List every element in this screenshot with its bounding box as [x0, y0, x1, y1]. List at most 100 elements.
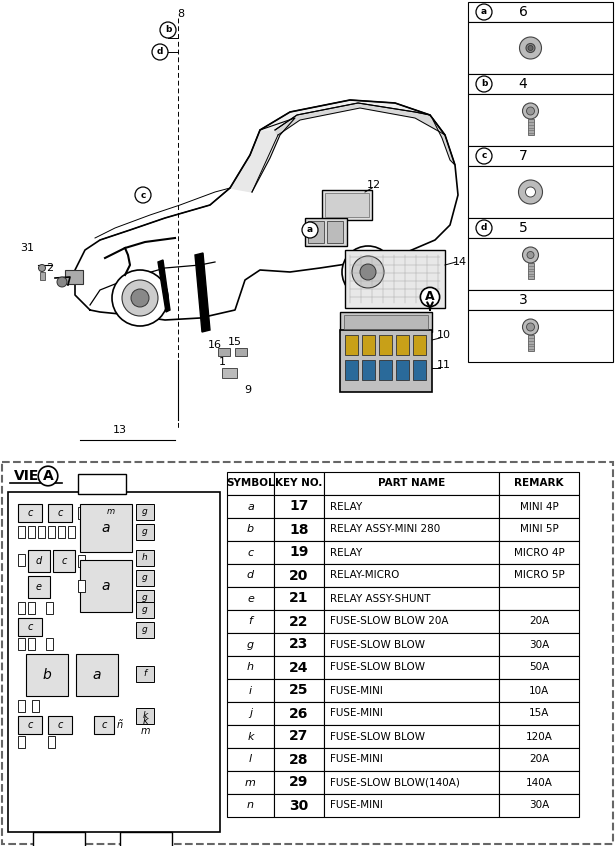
Text: 18: 18 [289, 523, 309, 536]
Bar [274, 771, 324, 794]
Text: g: g [142, 606, 148, 614]
Text: 20A: 20A [529, 617, 549, 627]
Bar [48, 504, 72, 522]
Text: d: d [481, 223, 487, 233]
Bar [324, 495, 499, 518]
Bar [94, 716, 114, 734]
Bar [18, 504, 42, 522]
Text: b: b [165, 25, 171, 35]
Bar [136, 504, 154, 520]
Circle shape [302, 222, 318, 238]
Circle shape [520, 37, 541, 59]
Text: c: c [27, 720, 33, 730]
Bar [136, 570, 154, 586]
Bar [235, 348, 247, 356]
Bar [28, 602, 35, 614]
Text: 30: 30 [290, 799, 309, 812]
Text: FUSE-SLOW BLOW: FUSE-SLOW BLOW [330, 732, 425, 741]
Bar [218, 348, 230, 356]
Bar [80, 560, 132, 612]
Circle shape [523, 319, 539, 335]
Text: 2: 2 [47, 263, 54, 273]
Bar [222, 368, 237, 378]
Bar [340, 330, 432, 392]
Text: 19: 19 [289, 546, 309, 559]
Text: 50A: 50A [529, 662, 549, 673]
Text: 10A: 10A [529, 685, 549, 695]
Text: FUSE-SLOW BLOW(140A): FUSE-SLOW BLOW(140A) [330, 777, 460, 788]
Text: a: a [247, 502, 254, 512]
Text: b: b [42, 668, 52, 682]
Bar [274, 633, 324, 656]
Text: SYMBOL: SYMBOL [226, 479, 275, 488]
Text: FUSE-SLOW BLOW: FUSE-SLOW BLOW [330, 662, 425, 673]
Bar [98, 507, 105, 519]
Bar [324, 656, 499, 679]
Bar [136, 590, 154, 606]
Bar [227, 587, 274, 610]
Bar [324, 610, 499, 633]
Bar [274, 725, 324, 748]
Text: c: c [27, 622, 33, 632]
Text: FUSE-MINI: FUSE-MINI [330, 755, 383, 765]
Bar [324, 748, 499, 771]
Bar [227, 702, 274, 725]
Circle shape [342, 246, 394, 298]
Text: b: b [481, 80, 487, 89]
Bar [78, 580, 85, 592]
Bar [227, 679, 274, 702]
Text: k: k [142, 716, 148, 726]
Bar [325, 193, 369, 217]
Bar [322, 190, 372, 220]
Bar [227, 495, 274, 518]
Text: m: m [245, 777, 256, 788]
Text: c: c [57, 720, 63, 730]
Bar [468, 74, 613, 94]
Text: k: k [247, 732, 254, 741]
Bar [46, 638, 53, 650]
Text: VIEW: VIEW [14, 469, 55, 483]
Bar [136, 708, 154, 724]
Bar [78, 555, 85, 567]
Circle shape [360, 264, 376, 280]
Bar [413, 335, 426, 355]
Text: c: c [62, 556, 66, 566]
Bar [227, 610, 274, 633]
Circle shape [476, 148, 492, 164]
Bar [76, 654, 118, 696]
Bar [136, 524, 154, 540]
Text: a: a [481, 8, 487, 17]
Text: g: g [142, 528, 148, 536]
Bar [274, 564, 324, 587]
Text: PART NAME: PART NAME [378, 479, 445, 488]
Text: REMARK: REMARK [514, 479, 564, 488]
Bar [499, 587, 579, 610]
Circle shape [526, 323, 534, 331]
Text: 11: 11 [437, 360, 451, 370]
Bar [396, 335, 409, 355]
Circle shape [526, 43, 535, 52]
Bar [227, 541, 274, 564]
Text: 120A: 120A [526, 732, 552, 741]
Bar [38, 526, 45, 538]
Bar [48, 736, 55, 748]
Bar [324, 564, 499, 587]
Circle shape [131, 289, 149, 307]
Text: 28: 28 [289, 752, 309, 766]
Polygon shape [158, 260, 170, 312]
Bar [274, 495, 324, 518]
Bar [324, 725, 499, 748]
Bar [528, 119, 533, 135]
Circle shape [523, 103, 539, 119]
Bar [40, 272, 45, 280]
Bar [324, 702, 499, 725]
Text: 16: 16 [208, 340, 222, 350]
Text: a: a [101, 521, 110, 535]
Text: h: h [247, 662, 254, 673]
Circle shape [135, 187, 151, 203]
Bar [28, 550, 50, 572]
Bar [499, 541, 579, 564]
Bar [274, 472, 324, 495]
Bar [58, 526, 65, 538]
Circle shape [352, 256, 384, 288]
